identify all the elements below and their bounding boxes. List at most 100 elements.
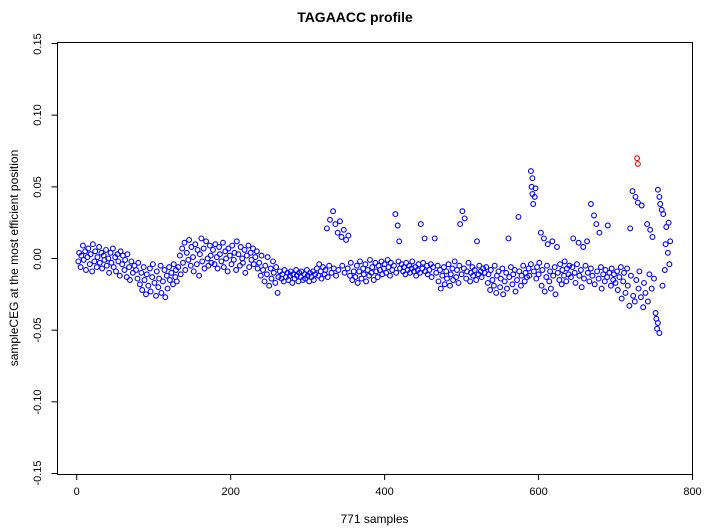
data-point	[347, 272, 353, 279]
data-point	[634, 199, 641, 206]
data-point	[89, 241, 96, 248]
data-point	[624, 265, 631, 272]
data-point	[140, 264, 147, 271]
data-point	[652, 310, 659, 316]
data-point	[622, 289, 629, 296]
data-point	[378, 258, 385, 265]
data-point	[428, 274, 435, 281]
data-point	[539, 267, 546, 273]
data-point	[190, 254, 196, 261]
data-point	[168, 269, 175, 276]
data-point	[648, 285, 655, 292]
data-point	[248, 256, 255, 263]
data-point	[626, 302, 633, 309]
data-point	[124, 251, 131, 258]
data-point	[549, 238, 556, 245]
data-point	[115, 258, 122, 265]
data-point	[657, 201, 664, 207]
data-point	[158, 289, 165, 296]
data-point	[199, 258, 206, 265]
data-point	[654, 325, 661, 332]
data-point	[557, 261, 564, 268]
data-point	[264, 254, 271, 261]
data-point	[222, 248, 229, 255]
data-point	[556, 277, 563, 283]
data-point	[558, 281, 565, 288]
data-point	[315, 272, 322, 279]
data-point	[333, 272, 340, 279]
data-point	[364, 267, 371, 273]
data-point	[190, 268, 197, 275]
data-point	[220, 239, 226, 246]
data-point	[135, 259, 142, 266]
data-point	[354, 279, 361, 286]
data-point	[323, 225, 330, 232]
data-point	[595, 275, 602, 282]
data-point	[252, 254, 259, 261]
data-point	[237, 244, 244, 250]
data-point	[161, 267, 168, 273]
data-point	[396, 238, 403, 245]
data-point	[193, 261, 200, 268]
data-point	[170, 281, 176, 288]
y-tick-label: 0.05	[32, 176, 44, 198]
data-point	[126, 264, 133, 271]
data-point	[330, 208, 337, 215]
y-tick-label: 0.15	[32, 32, 44, 55]
data-point	[505, 235, 512, 242]
data-point	[541, 288, 548, 295]
data-point	[370, 277, 377, 283]
data-point	[470, 272, 477, 279]
data-point	[223, 255, 230, 262]
data-point	[507, 264, 514, 271]
data-point	[659, 282, 666, 289]
data-point	[220, 264, 227, 271]
data-point	[400, 264, 407, 271]
data-point	[203, 238, 210, 245]
data-point	[268, 275, 275, 282]
data-point	[514, 277, 520, 283]
data-point	[91, 258, 98, 265]
data-point	[357, 258, 363, 265]
data-point	[596, 229, 603, 236]
data-point	[534, 264, 540, 271]
data-point	[201, 265, 208, 272]
data-point	[636, 268, 643, 275]
data-point	[654, 186, 661, 193]
data-point	[352, 274, 359, 281]
plot-frame	[57, 42, 693, 475]
x-tick-label: 400	[375, 486, 394, 498]
data-point	[453, 274, 460, 281]
data-point	[611, 271, 617, 278]
data-point	[602, 267, 609, 273]
data-point	[326, 262, 333, 269]
data-point	[497, 275, 504, 282]
data-point	[535, 271, 542, 278]
data-point	[350, 268, 357, 275]
data-point	[601, 278, 608, 285]
data-point	[571, 269, 578, 276]
data-point	[474, 238, 480, 245]
y-tick-label: -0.15	[32, 460, 44, 487]
data-point	[617, 264, 624, 271]
data-point	[250, 261, 257, 268]
data-point	[651, 275, 657, 282]
data-point	[155, 284, 162, 291]
data-point	[661, 267, 668, 273]
data-point	[260, 267, 266, 273]
data-point	[600, 271, 607, 278]
data-point	[403, 259, 410, 266]
data-point	[324, 274, 331, 281]
data-point	[421, 235, 428, 242]
data-point	[584, 269, 591, 276]
data-point	[537, 229, 544, 236]
data-point	[459, 208, 466, 215]
data-point	[335, 267, 342, 273]
data-point	[341, 269, 348, 276]
data-point	[173, 278, 180, 285]
data-point	[489, 277, 496, 283]
data-point	[218, 258, 225, 265]
data-point	[353, 262, 360, 269]
